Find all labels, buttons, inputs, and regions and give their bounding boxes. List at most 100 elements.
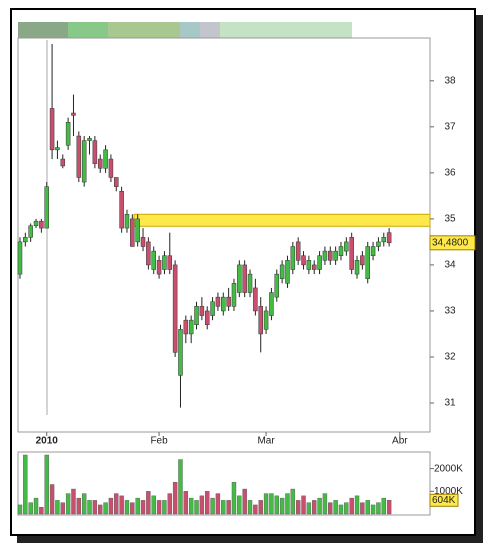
y-tick-label: 36 — [444, 168, 456, 179]
candle-body — [354, 260, 360, 275]
candle-body — [114, 177, 119, 187]
x-tick-label: 2010 — [36, 436, 59, 447]
volume-bar — [130, 502, 135, 515]
candle-body — [231, 283, 237, 307]
candle-body — [55, 147, 60, 151]
candle-body — [178, 329, 183, 376]
volume-bar — [199, 495, 205, 515]
volume-bar — [290, 488, 296, 515]
candle-body — [237, 264, 242, 293]
volume-bar — [381, 497, 386, 515]
candle-body — [328, 250, 333, 261]
volume-tick-label: 1000K — [434, 486, 463, 497]
candle-body — [317, 255, 322, 270]
candle-body — [162, 255, 167, 270]
candle-body — [333, 250, 338, 261]
strip-segment — [68, 22, 108, 38]
volume-bar — [162, 500, 167, 515]
strip-segment — [180, 22, 200, 38]
volume-bar — [33, 497, 39, 515]
volume-bar — [253, 504, 258, 515]
volume-bar — [279, 497, 285, 515]
candle-body — [65, 121, 71, 146]
volume-panel — [17, 451, 431, 516]
volume-bar — [226, 500, 231, 515]
volume-bar — [103, 502, 108, 515]
candle-body — [386, 232, 392, 244]
candle-body — [39, 220, 44, 229]
volume-bar — [285, 493, 290, 515]
volume-bar — [135, 497, 140, 515]
candle-body — [172, 264, 178, 353]
candle-body — [44, 186, 49, 229]
candle-body — [17, 241, 23, 275]
candle-body — [71, 112, 76, 116]
volume-bar — [370, 504, 376, 515]
candle-body — [322, 250, 328, 261]
volume-bar — [49, 484, 55, 515]
volume-bar — [119, 495, 124, 515]
volume-bar — [114, 493, 119, 515]
volume-bar — [76, 497, 82, 515]
volume-tick-label: 2000K — [434, 463, 463, 474]
candle-body — [146, 241, 151, 266]
candle-body — [306, 260, 312, 270]
y-tick-label: 37 — [444, 121, 456, 132]
candle-body — [269, 292, 274, 316]
candle-body — [183, 319, 189, 335]
volume-bar — [71, 488, 76, 515]
strip-segment — [200, 22, 220, 38]
volume-bar — [263, 493, 269, 515]
volume-bar — [194, 500, 199, 515]
candle-body — [97, 158, 103, 169]
volume-bar — [92, 500, 98, 515]
highlight-band — [133, 213, 431, 227]
volume-bar — [306, 502, 312, 515]
candle-body — [263, 310, 269, 330]
candle-body — [295, 241, 301, 261]
candle-body — [381, 237, 387, 243]
candle-body — [338, 246, 344, 256]
y-tick-label: 31 — [444, 398, 456, 409]
candle-body — [81, 140, 87, 183]
candle-body — [194, 306, 199, 326]
volume-bar — [312, 500, 317, 515]
volume-bar — [151, 495, 156, 515]
last-price-label: 34,4800 — [432, 237, 469, 248]
x-tick-label: Abr — [392, 436, 408, 447]
candle-body — [204, 310, 210, 326]
candle-body — [226, 296, 231, 307]
volume-bar — [338, 504, 344, 515]
volume-bar — [23, 454, 28, 515]
price-panel — [17, 37, 431, 433]
volume-bar — [124, 500, 130, 515]
volume-bar — [354, 495, 360, 515]
volume-bar — [258, 500, 263, 515]
candle-body — [119, 191, 124, 229]
volume-bar — [146, 491, 151, 515]
candle-body — [156, 260, 162, 275]
candle-body — [108, 158, 114, 178]
candle-body — [221, 296, 226, 312]
y-tick-label: 33 — [444, 306, 456, 317]
candle-body — [311, 264, 317, 270]
volume-bar — [65, 493, 71, 515]
volume-bar — [221, 500, 226, 515]
volume-bar — [269, 493, 274, 515]
volume-bar — [98, 504, 103, 515]
candle-body — [285, 260, 290, 284]
candle-body — [258, 306, 263, 335]
candle-body — [301, 255, 306, 266]
volume-bar — [28, 502, 33, 515]
candle-body — [33, 220, 39, 227]
candle-body — [344, 241, 349, 252]
volume-bar — [365, 500, 370, 515]
candle-body — [124, 214, 130, 229]
candle-body — [210, 301, 215, 316]
y-tick-label: 35 — [444, 214, 456, 225]
strip-segment — [220, 22, 352, 38]
candle-body — [103, 149, 108, 169]
volume-bar — [274, 495, 279, 515]
candle-body — [60, 158, 66, 167]
volume-bar — [210, 497, 215, 515]
